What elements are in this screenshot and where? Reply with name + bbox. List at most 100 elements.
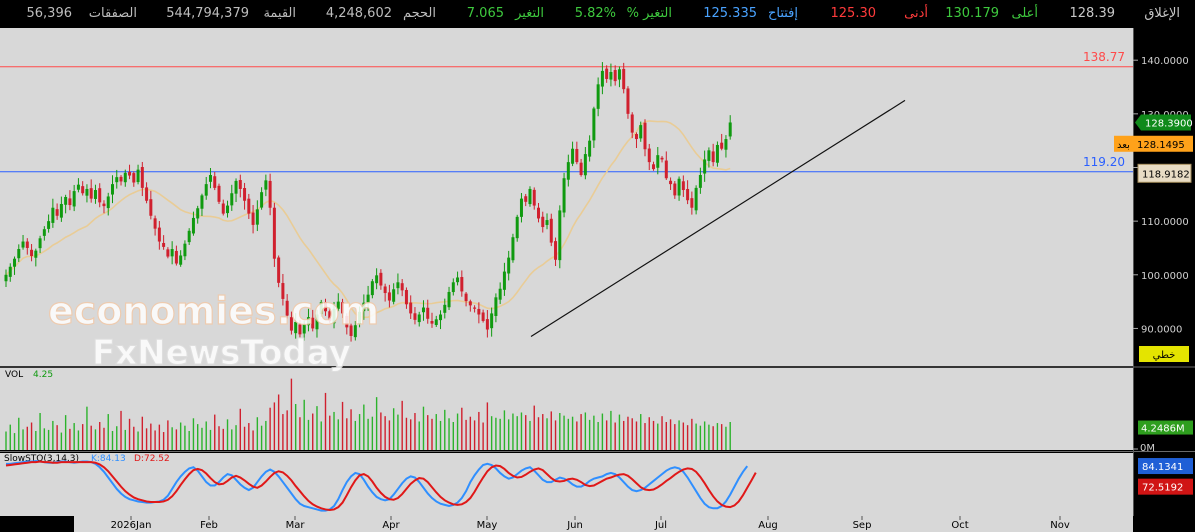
candle — [473, 305, 477, 313]
candle-body — [68, 198, 72, 206]
price-tag-shape — [1135, 114, 1191, 131]
candle — [502, 262, 506, 296]
candle — [698, 167, 702, 194]
candle — [524, 193, 528, 207]
candle — [8, 263, 12, 282]
candle — [81, 181, 85, 196]
candle-body — [132, 173, 136, 183]
candle-body — [4, 274, 8, 282]
candle-body — [255, 209, 259, 225]
candle — [55, 203, 59, 220]
candle-body — [34, 250, 38, 258]
candle-body — [652, 164, 656, 170]
candle-body — [200, 195, 204, 209]
candle — [383, 283, 387, 302]
candle-body — [681, 181, 685, 191]
watermark-fxnewstoday: FxNewsToday — [92, 333, 351, 373]
candle — [311, 309, 315, 332]
candle — [341, 298, 345, 318]
candle-body — [272, 207, 276, 259]
candle-body — [204, 184, 208, 196]
candle — [690, 191, 694, 215]
price-tick-label: 110.0000 — [1141, 217, 1189, 228]
candle-body — [669, 180, 673, 185]
volume-bars — [5, 378, 731, 450]
candle — [439, 310, 443, 330]
candle — [605, 65, 609, 83]
candle — [255, 200, 259, 232]
candle — [277, 255, 281, 288]
trendline — [530, 99, 906, 337]
price-panel-bg — [0, 28, 1133, 366]
stochastic-d-tag: 72.5192 — [1142, 483, 1183, 494]
candle — [596, 77, 600, 117]
candle — [213, 171, 217, 191]
candle — [643, 119, 647, 157]
candle-body — [298, 324, 302, 335]
candle — [123, 169, 127, 187]
candle — [226, 200, 230, 218]
candle-body — [571, 148, 575, 164]
candle — [660, 156, 664, 163]
candle-body — [592, 108, 596, 141]
candle — [728, 115, 732, 140]
candle-body — [345, 315, 349, 328]
candle-body — [179, 255, 183, 265]
candle-body — [426, 307, 430, 319]
candle-body — [55, 209, 59, 216]
moving-average-line — [5, 120, 731, 319]
candle-body — [277, 257, 281, 283]
chart-svg[interactable]: 140.0000130.0000120.0000110.0000100.0000… — [0, 28, 1195, 532]
stochastic-k-line — [6, 459, 749, 512]
candle-body — [519, 198, 523, 217]
stochastic-d-tag-bg — [1138, 478, 1193, 495]
x-axis-label: 2026Jan — [111, 520, 152, 531]
x-axis-label: Aug — [758, 520, 778, 531]
candle-body — [25, 241, 29, 248]
candle-body — [106, 196, 110, 209]
candle-body — [102, 203, 106, 207]
x-axis-label: May — [477, 520, 498, 531]
candle — [153, 215, 157, 236]
candle — [507, 250, 511, 281]
candle — [115, 169, 119, 189]
candle-body — [703, 159, 707, 174]
candle — [460, 270, 464, 297]
candle-body — [647, 148, 651, 163]
stat-label: التغير — [515, 6, 544, 21]
candle-body — [311, 317, 315, 329]
candle-body — [387, 292, 391, 301]
candle-body — [196, 208, 200, 219]
candle — [85, 184, 89, 203]
candle — [25, 238, 29, 255]
candle-body — [686, 188, 690, 201]
candle-body — [430, 321, 434, 324]
candle-body — [349, 325, 353, 336]
candle — [426, 299, 430, 324]
candle — [93, 184, 97, 204]
stat-label: أعلى — [1011, 6, 1038, 21]
candle — [72, 184, 76, 212]
candle-body — [336, 301, 340, 309]
candle — [264, 174, 268, 197]
candle-body — [217, 185, 221, 202]
candle — [609, 63, 613, 87]
watermark-economies: economies.com — [48, 289, 379, 333]
candle-body — [42, 229, 46, 236]
candle — [145, 182, 149, 204]
candle-body — [268, 180, 272, 208]
candle-body — [238, 180, 242, 189]
candle — [328, 307, 332, 323]
candle-body — [47, 221, 51, 229]
candle — [375, 268, 379, 290]
candle — [208, 168, 212, 189]
linear-scale-button[interactable]: خطي — [1139, 346, 1189, 362]
candle — [575, 141, 579, 165]
candle — [370, 278, 374, 299]
candle — [549, 213, 553, 247]
candle — [481, 309, 485, 323]
price-tag-label: 128.1495 — [1137, 140, 1185, 151]
candle-body — [166, 249, 170, 257]
candle-body — [85, 188, 89, 196]
candle-body — [89, 188, 93, 199]
